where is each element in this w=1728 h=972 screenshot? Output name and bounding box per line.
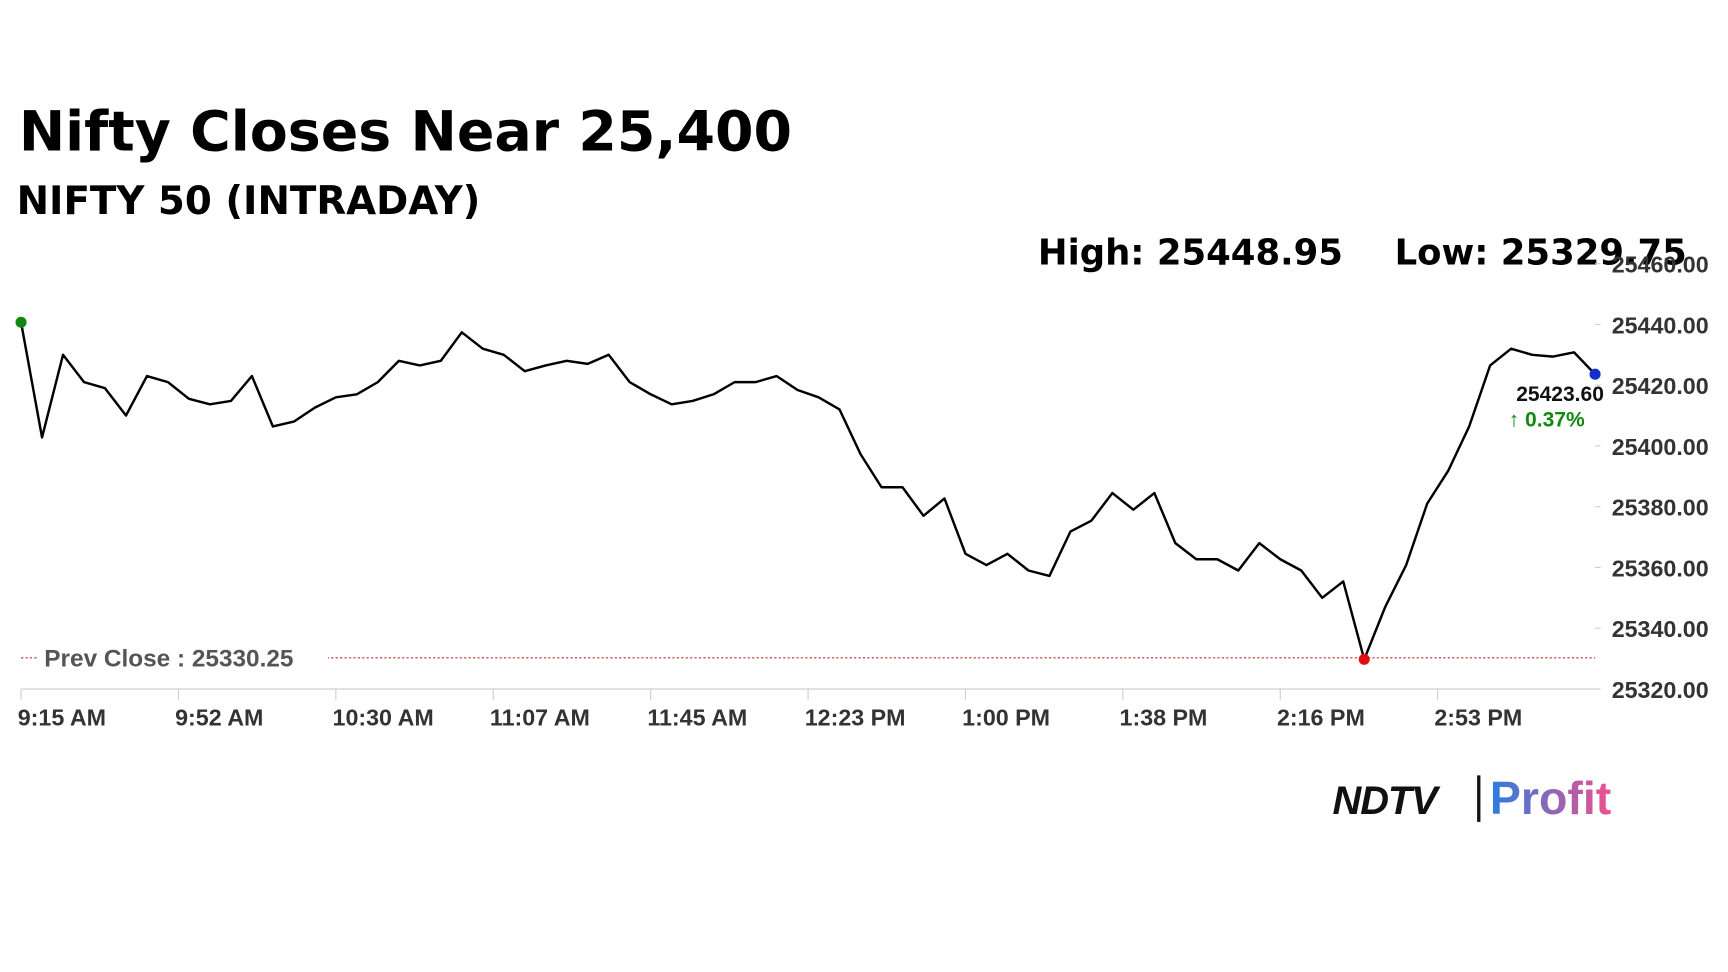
x-tick-label: 10:30 AM <box>333 705 434 731</box>
last-value-label: 25423.60 <box>1516 383 1604 406</box>
x-tick-label: 1:00 PM <box>962 705 1050 731</box>
x-tick-label: 1:38 PM <box>1120 705 1208 731</box>
prev-close-label: Prev Close : 25330.25 <box>44 646 293 673</box>
y-tick-label: 25420.00 <box>1612 373 1709 399</box>
prev-close-bg <box>37 642 328 674</box>
high-label: High: 25448.95 <box>1038 233 1343 274</box>
chart-title: Nifty Closes Near 25,400 <box>19 101 792 165</box>
chart-subtitle: NIFTY 50 (INTRADAY) <box>17 179 481 224</box>
y-tick-label: 25320.00 <box>1612 677 1709 703</box>
y-tick-label: 25440.00 <box>1612 312 1709 338</box>
low-marker <box>1358 653 1370 665</box>
x-tick-label: 12:23 PM <box>805 705 906 731</box>
y-tick-label: 25380.00 <box>1612 495 1709 521</box>
price-line <box>19 322 1596 661</box>
last-change-label: ↑ 0.37% <box>1509 408 1585 431</box>
x-tick-label: 9:52 AM <box>175 705 263 731</box>
low-label: Low: 25329.75 <box>1395 233 1687 274</box>
x-tick-label: 2:53 PM <box>1434 705 1522 731</box>
logo-product: Profit <box>1490 772 1611 824</box>
y-tick-label: 25340.00 <box>1612 616 1709 642</box>
x-tick-label: 11:45 AM <box>647 705 747 731</box>
end-marker <box>1589 368 1601 380</box>
y-tick-label: 25460.00 <box>1612 251 1709 277</box>
x-tick-label: 11:07 AM <box>490 705 590 731</box>
y-tick-label: 25360.00 <box>1612 555 1709 581</box>
start-marker <box>15 316 27 328</box>
x-tick-label: 9:15 AM <box>18 705 106 731</box>
x-tick-label: 2:16 PM <box>1277 705 1365 731</box>
y-tick-label: 25400.00 <box>1612 434 1709 460</box>
logo-brand: NDTV <box>1333 779 1442 823</box>
